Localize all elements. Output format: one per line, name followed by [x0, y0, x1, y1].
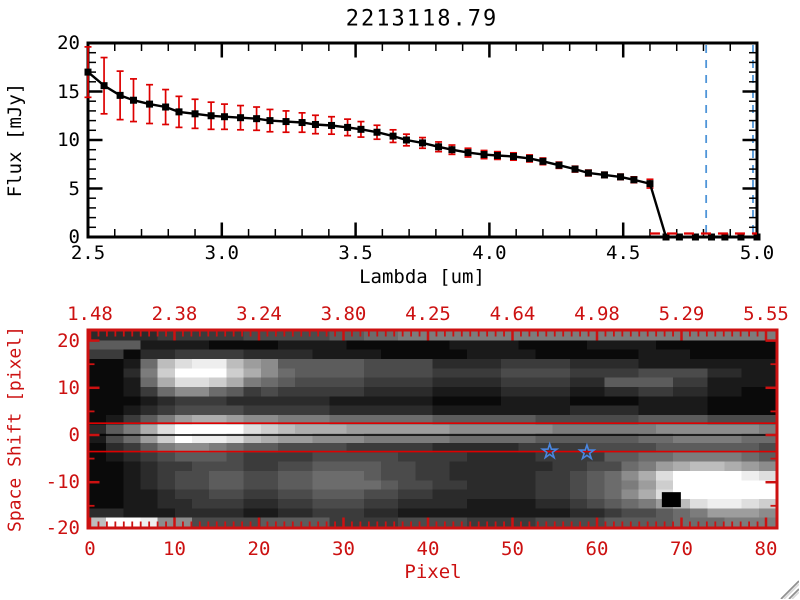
lambda-tick-label: 5.0 [739, 242, 775, 264]
wavelength-tick-label: 2.38 [151, 303, 198, 325]
black-square-marker [661, 492, 681, 508]
lambda-tick-label: 2.5 [70, 242, 106, 264]
pixel-tick-label: 30 [332, 538, 355, 560]
wavelength-tick-label: 3.24 [236, 303, 282, 325]
spectral-image [89, 331, 776, 527]
space-shift-tick-label: 20 [57, 329, 80, 352]
aperture-lines [89, 422, 776, 453]
wavelength-tick-label: 4.64 [489, 303, 536, 325]
plot-title: 2213118.79 [345, 6, 499, 32]
space-shift-tick-label: 10 [57, 376, 80, 399]
resize-grip[interactable] [775, 575, 799, 599]
pixel-tick-label: 0 [84, 538, 96, 560]
lambda-tick-label: 4.5 [606, 242, 641, 264]
wavelength-tick-label: 1.48 [67, 303, 113, 325]
spectrum-ticks [89, 44, 756, 236]
pixel-tick-label: 10 [163, 538, 186, 560]
space-shift-axis-label: Space Shift [pixel] [4, 326, 26, 532]
lambda-tick-label: 3.0 [204, 242, 239, 264]
pixel-tick-label: 80 [754, 538, 778, 560]
flux-tick-label: 5 [68, 177, 80, 200]
spectrum-line [87, 71, 757, 239]
space-shift-tick-label: -20 [45, 517, 80, 539]
spectrum-frame [86, 41, 759, 239]
flux-tick-label: 20 [57, 32, 80, 54]
lambda-axis-label: Lambda [um] [359, 266, 485, 288]
image-frame [86, 328, 779, 530]
pixel-tick-label: 20 [247, 538, 271, 560]
wavelength-tick-label: 5.29 [658, 303, 705, 325]
spectral-image-overlay [86, 328, 779, 530]
pixel-tick-label: 60 [585, 538, 609, 560]
pixel-tick-label: 50 [501, 538, 524, 560]
lambda-tick-label: 3.5 [338, 242, 373, 264]
star-markers [540, 441, 597, 461]
spectrum-plot [84, 41, 761, 241]
flux-tick-label: 0 [68, 226, 80, 248]
pixel-tick-label: 70 [670, 538, 693, 560]
space-shift-tick-label: -10 [45, 471, 80, 494]
wavelength-tick-label: 3.80 [320, 303, 367, 325]
flux-tick-label: 10 [57, 129, 80, 151]
image-ticks [88, 331, 776, 527]
pixel-axis-label: Pixel [404, 561, 462, 583]
space-shift-tick-label: 0 [68, 424, 80, 446]
wavelength-tick-label: 5.55 [743, 303, 789, 325]
wavelength-tick-label: 4.98 [574, 303, 620, 325]
lambda-tick-label: 4.0 [472, 242, 507, 264]
pixel-tick-label: 40 [416, 538, 440, 560]
flux-tick-label: 15 [57, 80, 80, 103]
wavelength-tick-label: 4.25 [405, 303, 451, 325]
flux-markers [84, 68, 761, 241]
